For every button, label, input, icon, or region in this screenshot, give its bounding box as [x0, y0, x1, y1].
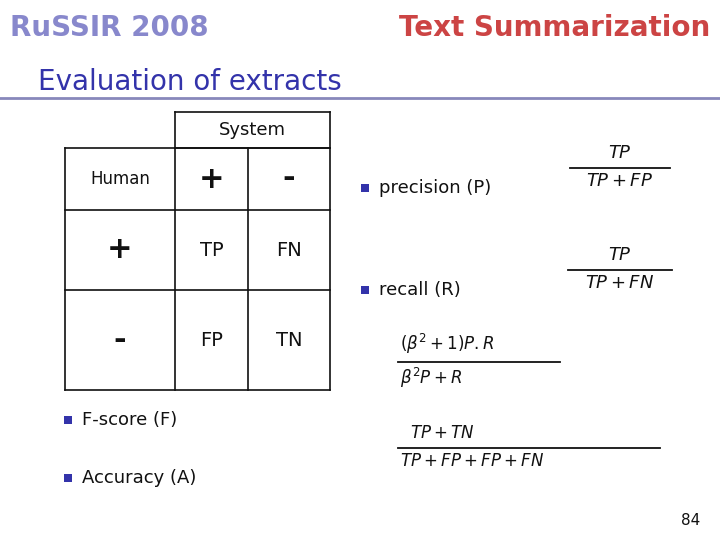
Text: 84: 84	[680, 513, 700, 528]
Text: -: -	[114, 326, 126, 354]
Text: $TP + FP + FP + FN$: $TP + FP + FP + FN$	[400, 452, 544, 470]
Text: Text Summarization: Text Summarization	[399, 14, 710, 42]
Text: recall (R): recall (R)	[379, 281, 461, 299]
Text: -: -	[283, 165, 295, 193]
Text: Accuracy (A): Accuracy (A)	[82, 469, 197, 487]
Text: +: +	[199, 165, 225, 193]
Text: precision (P): precision (P)	[379, 179, 491, 197]
Text: $\mathit{TP + FN}$: $\mathit{TP + FN}$	[585, 274, 654, 292]
Text: $\mathit{TP}$: $\mathit{TP}$	[608, 144, 632, 162]
Text: System: System	[219, 121, 286, 139]
Bar	[361, 286, 369, 294]
Text: TP: TP	[199, 240, 223, 260]
Text: $\mathit{TP+FP}$: $\mathit{TP+FP}$	[586, 172, 654, 190]
Text: $TP + TN$: $TP + TN$	[410, 424, 474, 442]
Text: Evaluation of extracts: Evaluation of extracts	[38, 68, 342, 96]
Text: $\beta^{2}P+R$: $\beta^{2}P+R$	[400, 366, 462, 390]
Text: $(\beta^{2}+1)P.R$: $(\beta^{2}+1)P.R$	[400, 332, 495, 356]
Text: Human: Human	[90, 170, 150, 188]
Text: RuSSIR 2008: RuSSIR 2008	[10, 14, 209, 42]
Text: $\mathit{TP}$: $\mathit{TP}$	[608, 246, 632, 264]
Text: TN: TN	[276, 330, 302, 349]
Text: FP: FP	[200, 330, 223, 349]
Text: F-score (F): F-score (F)	[82, 411, 177, 429]
Bar	[361, 184, 369, 192]
Bar	[64, 416, 72, 424]
Bar	[64, 474, 72, 482]
Text: FN: FN	[276, 240, 302, 260]
Text: +: +	[107, 235, 132, 265]
